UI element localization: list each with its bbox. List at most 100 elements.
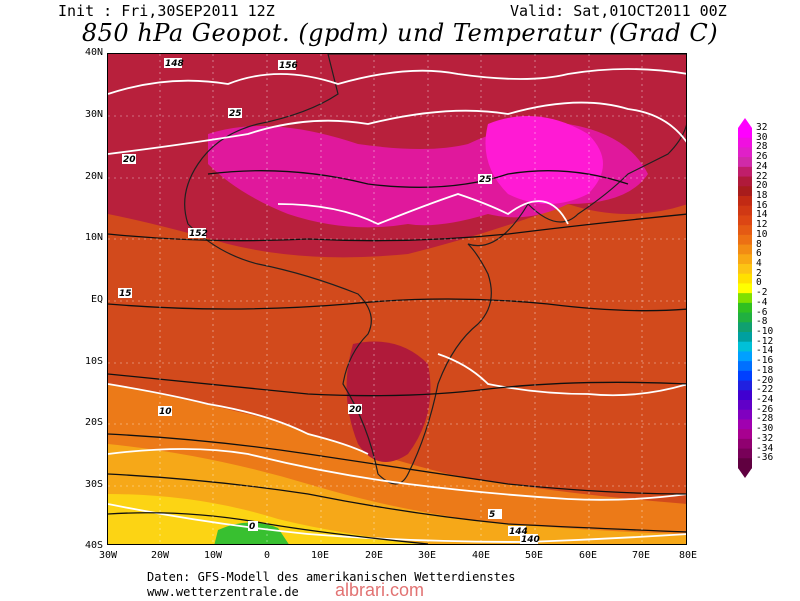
contour-label: 144 <box>508 526 528 537</box>
lat-label: 20S <box>84 417 103 428</box>
colorbar-swatch <box>738 361 752 372</box>
temperature-contours <box>108 170 686 544</box>
colorbar-swatch <box>738 215 752 226</box>
svg-text:148: 148 <box>165 59 184 69</box>
svg-text:140: 140 <box>521 535 540 545</box>
init-time: Init : Fri,30SEP2011 12Z <box>58 2 275 20</box>
svg-text:10: 10 <box>159 407 172 417</box>
svg-text:20: 20 <box>349 405 362 415</box>
colorbar-swatch <box>738 341 752 352</box>
svg-text:144: 144 <box>509 527 528 537</box>
contour-label: 140 <box>520 534 540 545</box>
colorbar-swatch <box>738 147 752 158</box>
contour-label: 0 <box>248 521 258 532</box>
colorbar-swatch <box>738 409 752 420</box>
colorbar-label: -12 <box>756 335 774 347</box>
colorbar-label: 28 <box>756 141 768 153</box>
svg-text:5: 5 <box>489 510 495 520</box>
colorbar-label: -30 <box>756 423 774 435</box>
contour-label: 10 <box>158 406 172 417</box>
colorbar-label: -4 <box>756 296 768 308</box>
colorbar-label: -22 <box>756 384 774 396</box>
contour-label: 20 <box>348 404 362 415</box>
colorbar-label: 10 <box>756 228 768 240</box>
colorbar-swatch <box>738 264 752 275</box>
colorbar-swatch <box>738 419 752 430</box>
svg-text:156: 156 <box>279 61 298 71</box>
geopotential-contours <box>108 68 686 543</box>
lat-label: 10N <box>84 232 103 243</box>
lon-label: 50E <box>524 550 544 561</box>
forecast-map: 148 156 152 20 25 25 15 10 5 0 144 140 2… <box>107 53 687 545</box>
colorbar-label: 4 <box>756 258 762 269</box>
colorbar-swatch <box>738 157 752 168</box>
colorbar-label: -24 <box>756 394 774 405</box>
contour-label: 25 <box>478 174 492 185</box>
colorbar-swatch <box>738 351 752 362</box>
colorbar-bottom-arrow <box>738 468 752 478</box>
colorbar-label: 26 <box>756 151 768 163</box>
colorbar-swatch <box>738 370 752 382</box>
colorbar-swatch <box>738 166 752 178</box>
colorbar-swatch <box>738 322 752 333</box>
contour-label: 5 <box>488 509 502 520</box>
svg-text:20: 20 <box>123 155 136 165</box>
colorbar-label: -36 <box>756 452 774 464</box>
colorbar-label: -14 <box>756 345 774 357</box>
colorbar-swatch <box>738 186 752 197</box>
colorbar-swatch <box>738 429 752 440</box>
contour-label: 152 <box>188 228 208 239</box>
colorbar-top-arrow <box>738 118 752 128</box>
colorbar-label: -18 <box>756 364 774 376</box>
chart-title: 850 hPa Geopot. (gpdm) und Temperatur (G… <box>81 19 719 47</box>
lat-label: 30N <box>84 109 103 120</box>
colorbar-swatch <box>738 448 752 459</box>
temperature-colorbar <box>738 118 752 478</box>
colorbar-swatch <box>738 234 752 246</box>
lon-label: 20E <box>364 550 384 561</box>
contour-label: 15 <box>118 288 132 299</box>
lon-label: 80E <box>678 550 698 561</box>
svg-text:152: 152 <box>189 229 208 239</box>
lon-label: 30E <box>417 550 437 561</box>
svg-text:0: 0 <box>249 522 255 532</box>
map-canvas: 148 156 152 20 25 25 15 10 5 0 144 140 2… <box>108 54 686 545</box>
colorbar-label: -26 <box>756 403 774 415</box>
colorbar-swatch <box>738 254 752 265</box>
colorbar-label: 8 <box>756 238 762 250</box>
colorbar-swatch <box>738 137 752 148</box>
colorbar-label: -28 <box>756 413 774 425</box>
temp-band-hot-arabia <box>485 116 603 204</box>
colorbar-label: 16 <box>756 199 768 211</box>
contour-labels: 148 156 152 20 25 25 15 10 5 0 144 140 2… <box>118 58 540 545</box>
lon-label: 30W <box>98 550 118 561</box>
lon-label: 10W <box>203 550 223 561</box>
colorbar-label: -32 <box>756 432 774 444</box>
colorbar-label: -16 <box>756 355 774 367</box>
colorbar-swatch <box>738 302 752 314</box>
colorbar-label: 24 <box>756 160 768 172</box>
lon-label: 0 <box>263 550 271 561</box>
temp-band-hot-south <box>346 341 431 462</box>
source-url: www.wetterzentrale.de <box>147 585 299 599</box>
colorbar-swatch <box>738 196 752 207</box>
colorbar-swatch <box>738 380 752 391</box>
contour-label: 25 <box>228 108 242 119</box>
lat-label: 40N <box>84 47 103 58</box>
colorbar-swatch <box>738 293 752 304</box>
colorbar-label: 30 <box>756 131 768 143</box>
colorbar-label: 18 <box>756 190 768 201</box>
colorbar-label: -10 <box>756 326 774 337</box>
lat-label: 20N <box>84 171 103 182</box>
colorbar-label: 20 <box>756 180 768 192</box>
lat-label: 40S <box>84 540 103 551</box>
valid-time: Valid: Sat,01OCT2011 00Z <box>510 2 727 20</box>
lon-label: 40E <box>471 550 491 561</box>
colorbar-label: -20 <box>756 374 774 386</box>
contour-label: 20 <box>122 154 136 165</box>
lat-lon-grid <box>108 54 686 544</box>
colorbar-label: -8 <box>756 316 768 328</box>
colorbar-label: 14 <box>756 209 768 221</box>
coastline <box>184 54 686 485</box>
colorbar-swatch <box>738 273 752 284</box>
